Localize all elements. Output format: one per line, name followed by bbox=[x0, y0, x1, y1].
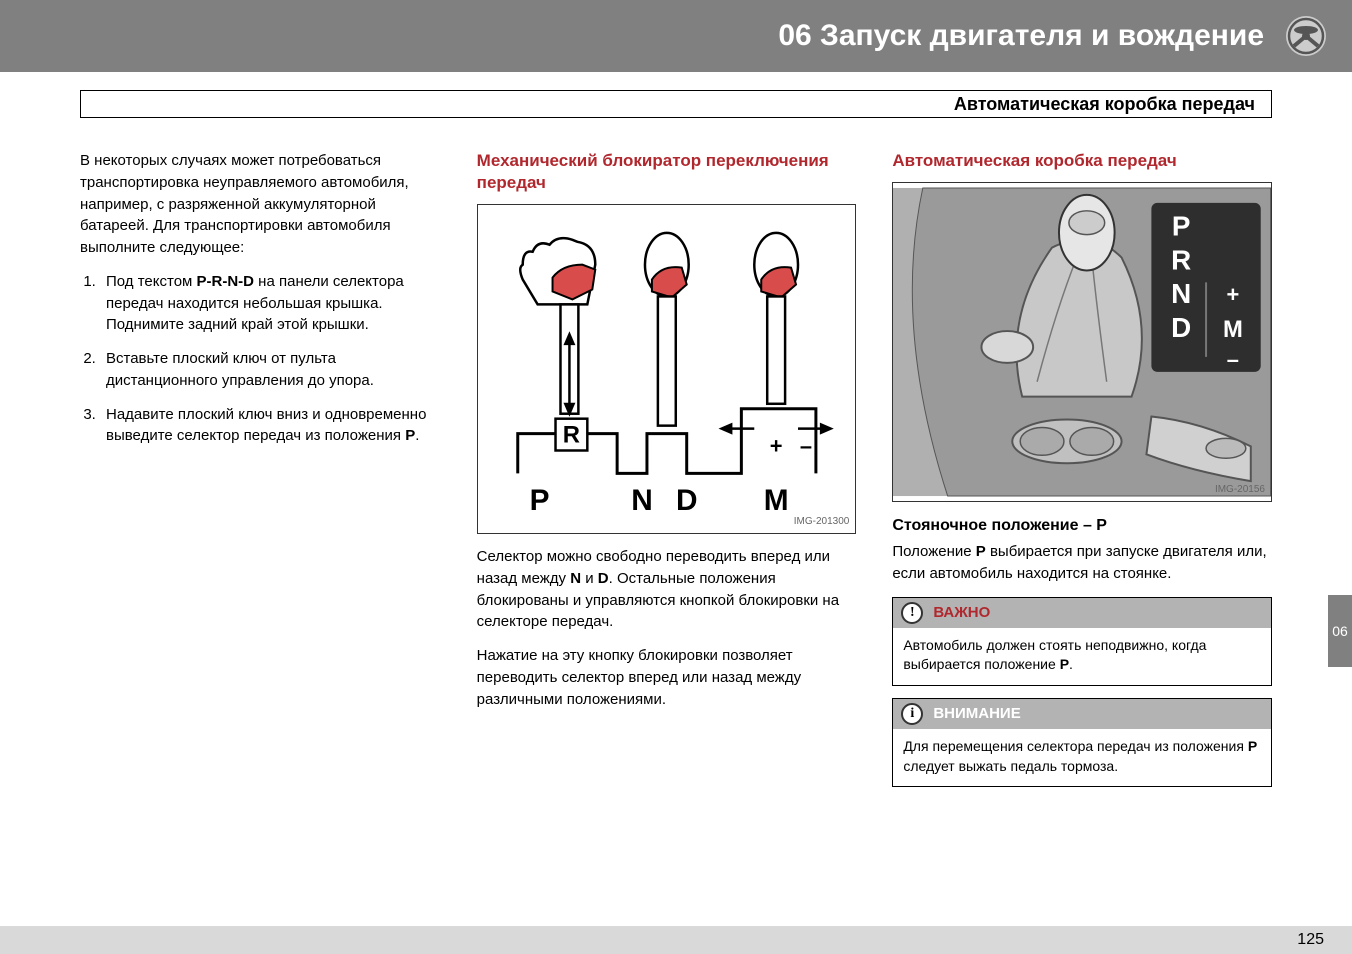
exclamation-icon: ! bbox=[901, 602, 923, 624]
svg-text:–: – bbox=[1227, 347, 1239, 372]
note-callout: i ВНИМАНИЕ Для перемещения селектора пер… bbox=[892, 698, 1272, 787]
svg-text:D: D bbox=[676, 484, 698, 517]
col2-heading: Механический блокиратор переключения пер… bbox=[477, 150, 857, 194]
svg-text:+: + bbox=[769, 434, 782, 459]
important-title: ВАЖНО bbox=[933, 602, 990, 624]
svg-text:D: D bbox=[1171, 312, 1191, 343]
info-icon: i bbox=[901, 703, 923, 725]
col2-figure: R + – P N D M bbox=[477, 204, 857, 534]
svg-text:+: + bbox=[1227, 282, 1240, 307]
svg-text:M: M bbox=[1223, 316, 1243, 343]
col3-heading: Автоматическая коробка передач bbox=[892, 150, 1272, 172]
col2-para2: Нажатие на эту кнопку блокировки позволя… bbox=[477, 645, 857, 710]
svg-text:P: P bbox=[529, 484, 549, 517]
col1-step-3: Надавите плоский ключ вниз и одновременн… bbox=[100, 404, 441, 448]
page-header: 06 Запуск двигателя и вождение bbox=[0, 0, 1352, 72]
svg-text:R: R bbox=[562, 422, 579, 449]
col1-intro: В некоторых случаях может потребоваться … bbox=[80, 150, 441, 259]
column-3: Автоматическая коробка передач P R N D +… bbox=[892, 150, 1272, 787]
column-1: В некоторых случаях может потребоваться … bbox=[80, 150, 441, 787]
svg-text:P: P bbox=[1172, 211, 1191, 242]
col3-para1: Положение P выбирается при запуске двига… bbox=[892, 541, 1272, 585]
section-subheader: Автоматическая коробка передач bbox=[80, 90, 1272, 118]
side-tab: 06 bbox=[1328, 595, 1352, 667]
content-area: В некоторых случаях может потребоваться … bbox=[0, 118, 1352, 787]
col1-steps: Под текстом P-R-N-D на панели селектора … bbox=[100, 271, 441, 447]
col1-step-1: Под текстом P-R-N-D на панели селектора … bbox=[100, 271, 441, 336]
svg-text:–: – bbox=[800, 434, 812, 459]
note-header: i ВНИМАНИЕ bbox=[893, 699, 1271, 729]
steering-wheel-icon bbox=[1284, 14, 1328, 58]
note-title: ВНИМАНИЕ bbox=[933, 703, 1020, 725]
side-tab-label: 06 bbox=[1332, 623, 1348, 639]
svg-text:N: N bbox=[1171, 278, 1191, 309]
page-footer: 125 bbox=[0, 926, 1352, 954]
col1-step-2: Вставьте плоский ключ от пульта дистанци… bbox=[100, 348, 441, 392]
note-body: Для перемещения селектора передач из пол… bbox=[893, 729, 1271, 786]
col3-figure-label: IMG-20156 bbox=[1215, 483, 1265, 498]
important-header: ! ВАЖНО bbox=[893, 598, 1271, 628]
col2-para1: Селектор можно свободно переводить впере… bbox=[477, 546, 857, 633]
subheader-text: Автоматическая коробка передач bbox=[954, 94, 1255, 115]
col3-subheading: Стояночное положение – P bbox=[892, 514, 1272, 537]
important-body: Автомобиль должен стоять неподвижно, ког… bbox=[893, 628, 1271, 685]
svg-text:M: M bbox=[763, 484, 788, 517]
svg-text:N: N bbox=[631, 484, 653, 517]
svg-text:R: R bbox=[1171, 245, 1191, 276]
column-2: Механический блокиратор переключения пер… bbox=[477, 150, 857, 787]
important-callout: ! ВАЖНО Автомобиль должен стоять неподви… bbox=[892, 597, 1272, 686]
col3-figure: P R N D + M – bbox=[892, 182, 1272, 502]
header-title: 06 Запуск двигателя и вождение bbox=[778, 19, 1264, 53]
col2-figure-label: IMG-201300 bbox=[794, 515, 850, 530]
page-number: 125 bbox=[1297, 931, 1324, 949]
